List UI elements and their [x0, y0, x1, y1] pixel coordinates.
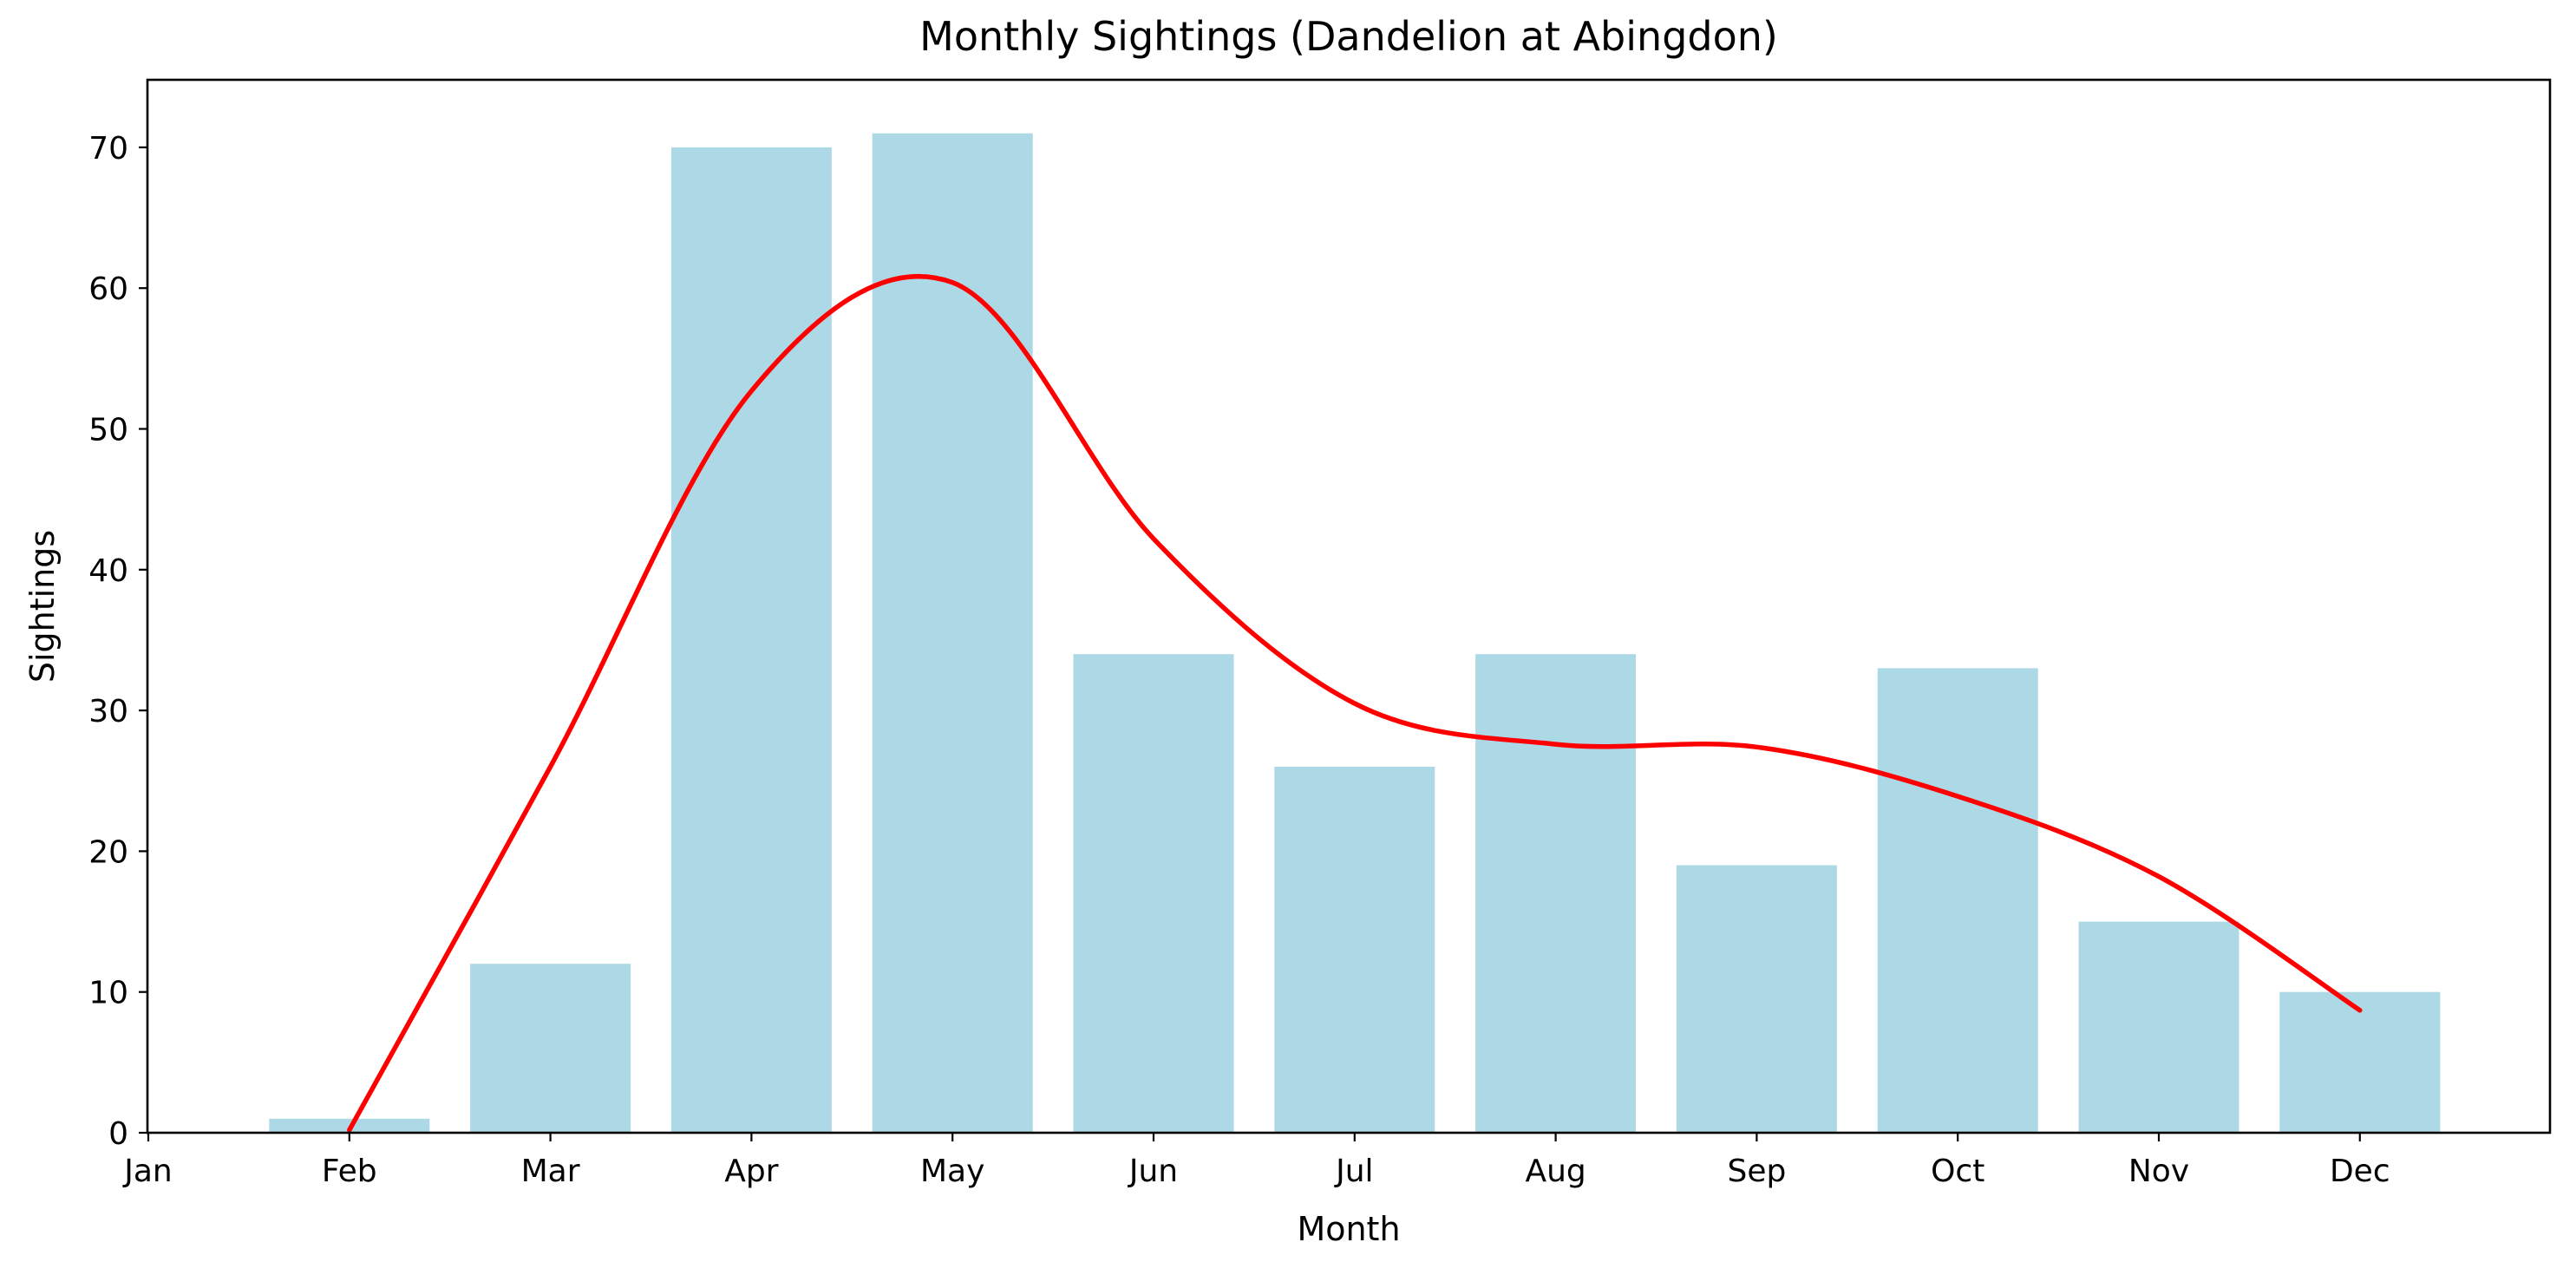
bar-Sep — [1676, 865, 1837, 1133]
x-tick-label-Aug: Aug — [1525, 1154, 1585, 1189]
trend-line — [347, 273, 2363, 1133]
x-tick-label-Jan: Jan — [122, 1154, 173, 1189]
trend-line-layer — [347, 273, 2363, 1133]
bar-May — [872, 133, 1033, 1134]
x-tick-label-Dec: Dec — [2330, 1154, 2390, 1189]
y-axis-label: Sightings — [23, 530, 62, 683]
x-tick-label-Oct: Oct — [1931, 1154, 1984, 1189]
y-tick-label-40: 40 — [88, 553, 128, 589]
x-tick-label-Sep: Sep — [1727, 1154, 1786, 1189]
bar-Nov — [2078, 921, 2239, 1133]
x-tick-label-Mar: Mar — [521, 1154, 580, 1189]
chart-title: Monthly Sightings (Dandelion at Abingdon… — [919, 13, 1778, 60]
tick-labels-layer: Jan Feb Mar Apr May Jun Jul Aug Sep Oct Nov Dec 0 10 2… — [88, 131, 2390, 1189]
x-axis-label: Month — [1297, 1210, 1400, 1248]
y-tick-label-50: 50 — [88, 413, 128, 448]
bar-Dec — [2279, 991, 2441, 1133]
bar-Apr — [670, 147, 832, 1133]
x-tick-label-Jul: Jul — [1334, 1154, 1373, 1189]
bar-Mar — [470, 964, 631, 1133]
bar-Jul — [1274, 767, 1435, 1133]
bar-Aug — [1475, 654, 1637, 1133]
x-tick-label-Apr: Apr — [724, 1154, 778, 1189]
y-tick-label-70: 70 — [88, 131, 128, 167]
y-tick-label-0: 0 — [108, 1116, 128, 1152]
x-tick-label-May: May — [920, 1154, 984, 1189]
y-tick-label-20: 20 — [88, 834, 128, 870]
bar-Oct — [1877, 668, 2038, 1133]
x-tick-label-Feb: Feb — [322, 1154, 377, 1189]
y-tick-label-10: 10 — [88, 976, 128, 1011]
x-tick-label-Nov: Nov — [2128, 1154, 2189, 1189]
y-tick-label-30: 30 — [88, 694, 128, 729]
y-tick-label-60: 60 — [88, 271, 128, 307]
axes-layer — [139, 78, 2552, 1141]
plot-border — [146, 78, 2552, 1134]
x-tick-label-Jun: Jun — [1128, 1154, 1178, 1189]
bars-layer — [269, 133, 2441, 1134]
bar-Jun — [1073, 654, 1234, 1133]
